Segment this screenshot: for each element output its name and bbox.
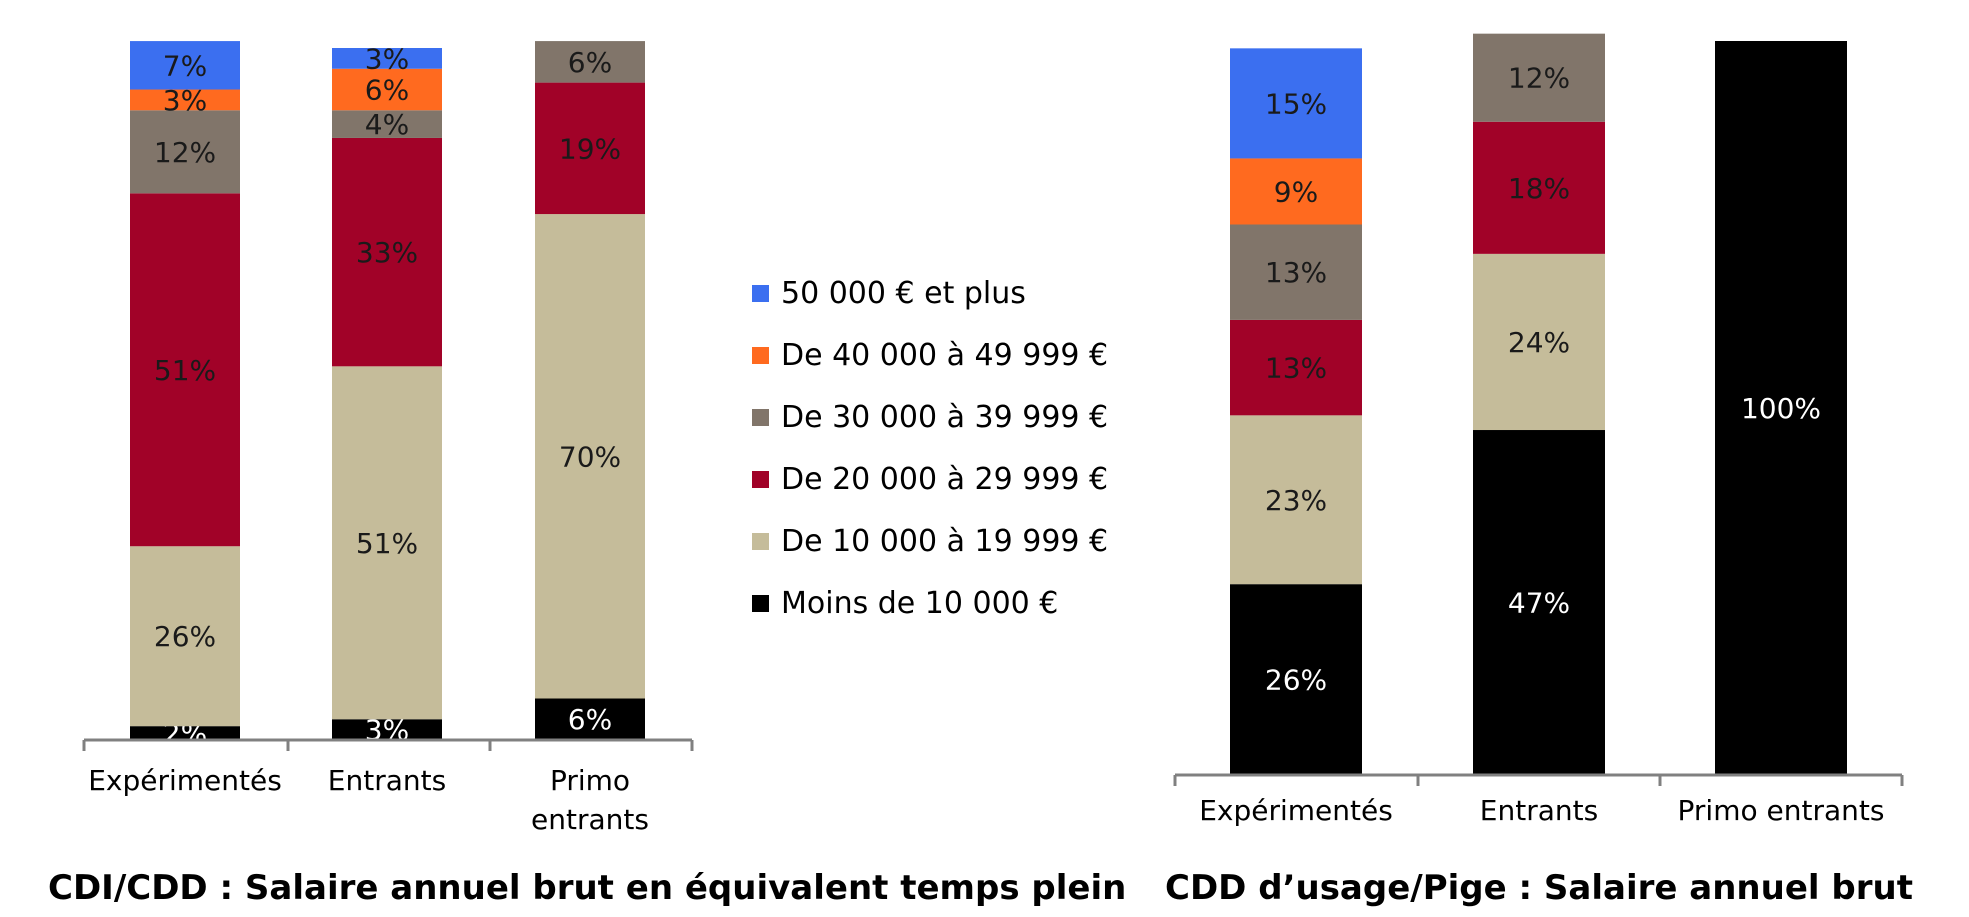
stacked-bar-chart-2: 26% 23% 13% 13% 9% 15% Expérimentés 47% 24% 18% 12…: [1173, 33, 1904, 827]
legend-label: De 10 000 à 19 999 €: [781, 523, 1109, 559]
legend-label: De 30 000 à 39 999 €: [781, 399, 1109, 435]
data-label: 6%: [568, 703, 612, 736]
data-label: 70%: [559, 440, 621, 473]
legend-item-30000-39999: De 30 000 à 39 999 €: [752, 386, 1108, 448]
data-label: 26%: [1265, 664, 1327, 697]
data-label: 4%: [365, 108, 409, 141]
bar-segment: [130, 89, 240, 111]
data-label: 33%: [356, 236, 418, 269]
stacked-bar-chart-1: 2%26%51%12%3%7%Expérimentés3%51%33%4%6%3…: [82, 41, 694, 836]
bar-segment: [332, 68, 442, 111]
bar-segment: [1230, 224, 1362, 320]
bar-segment: [535, 82, 645, 215]
data-label: 47%: [1508, 587, 1570, 620]
bar-segment: [1473, 33, 1605, 122]
bar-segment: [130, 726, 240, 740]
legend-label: 50 000 € et plus: [781, 275, 1026, 311]
data-label: 12%: [1508, 62, 1570, 95]
legend-label: De 40 000 à 49 999 €: [781, 337, 1109, 373]
data-label: 15%: [1265, 87, 1327, 120]
legend-swatch: [752, 408, 769, 426]
bar-segment: [130, 41, 240, 90]
chart-title-cdi-cdd: CDI/CDD : Salaire annuel brut en équival…: [48, 868, 1127, 908]
bar-segment: [332, 110, 442, 138]
legend-item-10000-19999: De 10 000 à 19 999 €: [752, 510, 1108, 572]
bar-segment: [1230, 415, 1362, 585]
bar-segment: [130, 110, 240, 194]
legend-swatch: [752, 594, 769, 612]
legend-swatch: [752, 532, 769, 550]
bar-segment: [332, 137, 442, 367]
bar-segment: [332, 366, 442, 720]
legend-item-20000-29999: De 20 000 à 29 999 €: [752, 448, 1108, 510]
data-label: 12%: [154, 136, 216, 169]
bar-segment: [1230, 48, 1362, 159]
data-label: 51%: [356, 527, 418, 560]
bar-segment: [1473, 430, 1605, 775]
data-label: 100%: [1741, 392, 1821, 425]
bar-segment: [535, 698, 645, 740]
data-label: 13%: [1265, 256, 1327, 289]
category-label: Entrants: [1480, 794, 1598, 827]
legend-swatch: [752, 284, 769, 302]
bar-segment: [332, 48, 442, 69]
category-label: Entrants: [328, 764, 446, 797]
data-label: 18%: [1508, 172, 1570, 205]
category-label: Primo entrants: [1678, 794, 1885, 827]
legend-label: Moins de 10 000 €: [781, 585, 1059, 621]
legend-item-50000-plus: 50 000 € et plus: [752, 262, 1108, 324]
bar-segment: [130, 193, 240, 547]
category-label: entrants: [531, 803, 649, 836]
legend-swatch: [752, 470, 769, 488]
legend-swatch: [752, 346, 769, 364]
bar-segment: [1715, 41, 1847, 775]
legend-item-under-10000: Moins de 10 000 €: [752, 572, 1108, 634]
chart-title-cdd-usage: CDD d’usage/Pige : Salaire annuel brut: [1165, 868, 1913, 908]
bar-segment: [1230, 319, 1362, 416]
data-label: 26%: [154, 620, 216, 653]
category-label: Expérimentés: [1199, 794, 1393, 827]
data-label: 7%: [163, 49, 207, 82]
data-label: 24%: [1508, 326, 1570, 359]
data-label: 23%: [1265, 484, 1327, 517]
data-label: 6%: [365, 74, 409, 107]
data-label: 19%: [559, 132, 621, 165]
bar-segment: [535, 214, 645, 699]
legend: 50 000 € et plus De 40 000 à 49 999 € De…: [752, 262, 1108, 634]
bar-segment: [1473, 253, 1605, 431]
data-label: 51%: [154, 354, 216, 387]
bar-segment: [535, 41, 645, 83]
legend-item-40000-49999: De 40 000 à 49 999 €: [752, 324, 1108, 386]
bar-segment: [1473, 121, 1605, 254]
data-label: 9%: [1274, 175, 1318, 208]
bar-segment: [130, 546, 240, 727]
data-label: 3%: [365, 42, 409, 75]
bar-segment: [332, 719, 442, 740]
data-label: 13%: [1265, 352, 1327, 385]
data-label: 6%: [568, 46, 612, 79]
legend-label: De 20 000 à 29 999 €: [781, 461, 1109, 497]
category-label: Primo: [550, 764, 630, 797]
bar-segment: [1230, 584, 1362, 775]
bar-segment: [1230, 158, 1362, 225]
category-label: Expérimentés: [88, 764, 282, 797]
